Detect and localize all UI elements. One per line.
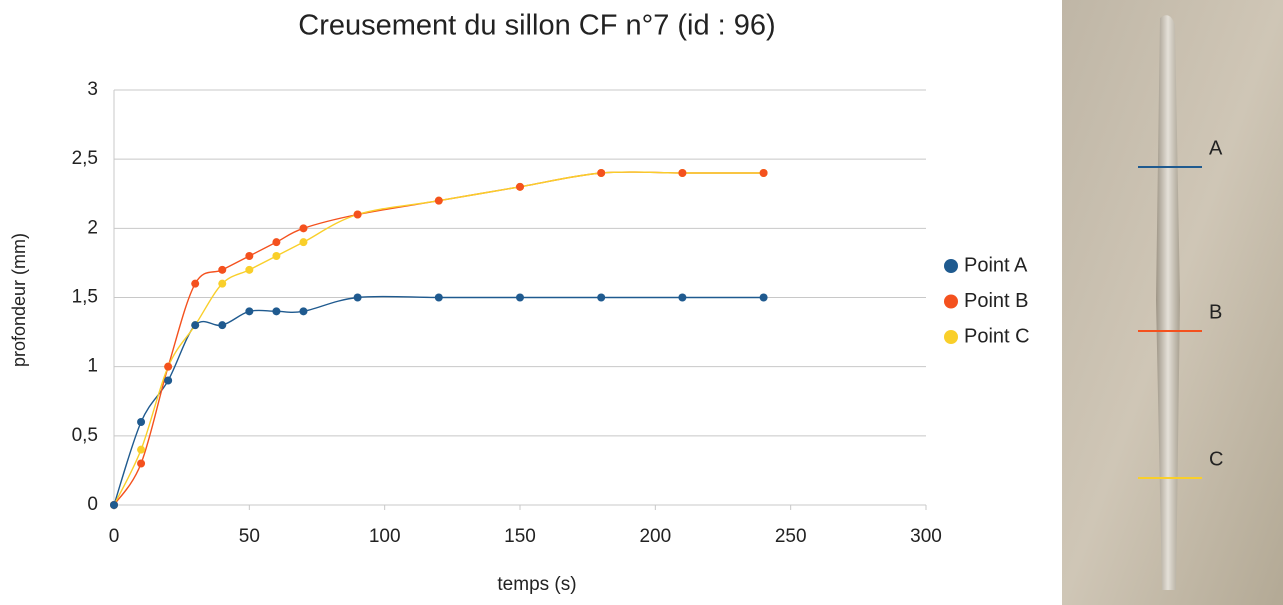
data-point — [137, 445, 146, 454]
y-tick-label: 1,5 — [72, 287, 98, 308]
x-tick-label: 300 — [910, 526, 942, 547]
x-tick-label: 0 — [109, 526, 120, 547]
legend-label: Point A — [964, 254, 1028, 276]
data-point — [164, 362, 173, 371]
y-axis-label: profondeur (mm) — [9, 233, 29, 367]
data-point — [137, 418, 146, 426]
data-point — [353, 210, 362, 219]
legend-marker — [944, 330, 958, 344]
data-point — [218, 279, 227, 288]
trend-line — [113, 171, 764, 506]
chart-title: Creusement du sillon CF n°7 (id : 96) — [298, 10, 775, 42]
legend-marker — [944, 294, 958, 309]
x-tick-label: 200 — [639, 526, 671, 547]
trend-line — [113, 295, 764, 506]
data-point — [597, 169, 606, 177]
photo-label: A — [1209, 137, 1223, 159]
photo: A B C — [1062, 0, 1283, 605]
data-point — [245, 265, 254, 274]
data-point — [299, 307, 308, 316]
data-point — [678, 169, 687, 177]
data-point — [137, 459, 146, 468]
legend-marker — [944, 259, 958, 273]
x-tick-label: 150 — [504, 526, 536, 547]
data-point — [245, 252, 254, 260]
data-point — [678, 293, 687, 302]
data-point — [299, 224, 308, 233]
trend-line — [113, 171, 764, 506]
data-point — [218, 321, 227, 330]
legend-label: Point C — [964, 325, 1030, 347]
y-tick-label: 3 — [87, 79, 98, 100]
data-point — [191, 279, 200, 288]
data-point — [516, 182, 524, 191]
data-point — [218, 265, 227, 274]
data-point — [299, 238, 308, 247]
data-point — [353, 293, 362, 302]
data-point — [110, 501, 118, 509]
data-point — [272, 252, 281, 260]
data-point — [272, 307, 281, 316]
photo-label: B — [1209, 301, 1222, 323]
x-axis-label: temps (s) — [497, 574, 576, 595]
data-point — [597, 293, 606, 302]
y-tick-label: 2 — [87, 217, 98, 238]
data-point — [759, 293, 768, 302]
x-tick-label: 50 — [239, 526, 260, 547]
data-point — [191, 321, 200, 330]
y-tick-label: 2,5 — [72, 148, 98, 169]
data-point — [272, 238, 281, 247]
data-point — [245, 307, 254, 316]
legend-label: Point B — [964, 290, 1028, 312]
x-tick-label: 100 — [369, 526, 401, 547]
data-point — [759, 169, 768, 177]
x-tick-label: 250 — [775, 526, 807, 547]
y-tick-label: 0,5 — [72, 425, 98, 446]
data-point — [516, 293, 524, 302]
photo-label: C — [1209, 448, 1223, 470]
y-tick-label: 1 — [87, 356, 98, 377]
y-tick-label: 0 — [87, 494, 98, 515]
groove — [1156, 15, 1180, 590]
data-point — [164, 376, 173, 385]
data-point — [434, 293, 443, 302]
data-point — [434, 196, 443, 205]
